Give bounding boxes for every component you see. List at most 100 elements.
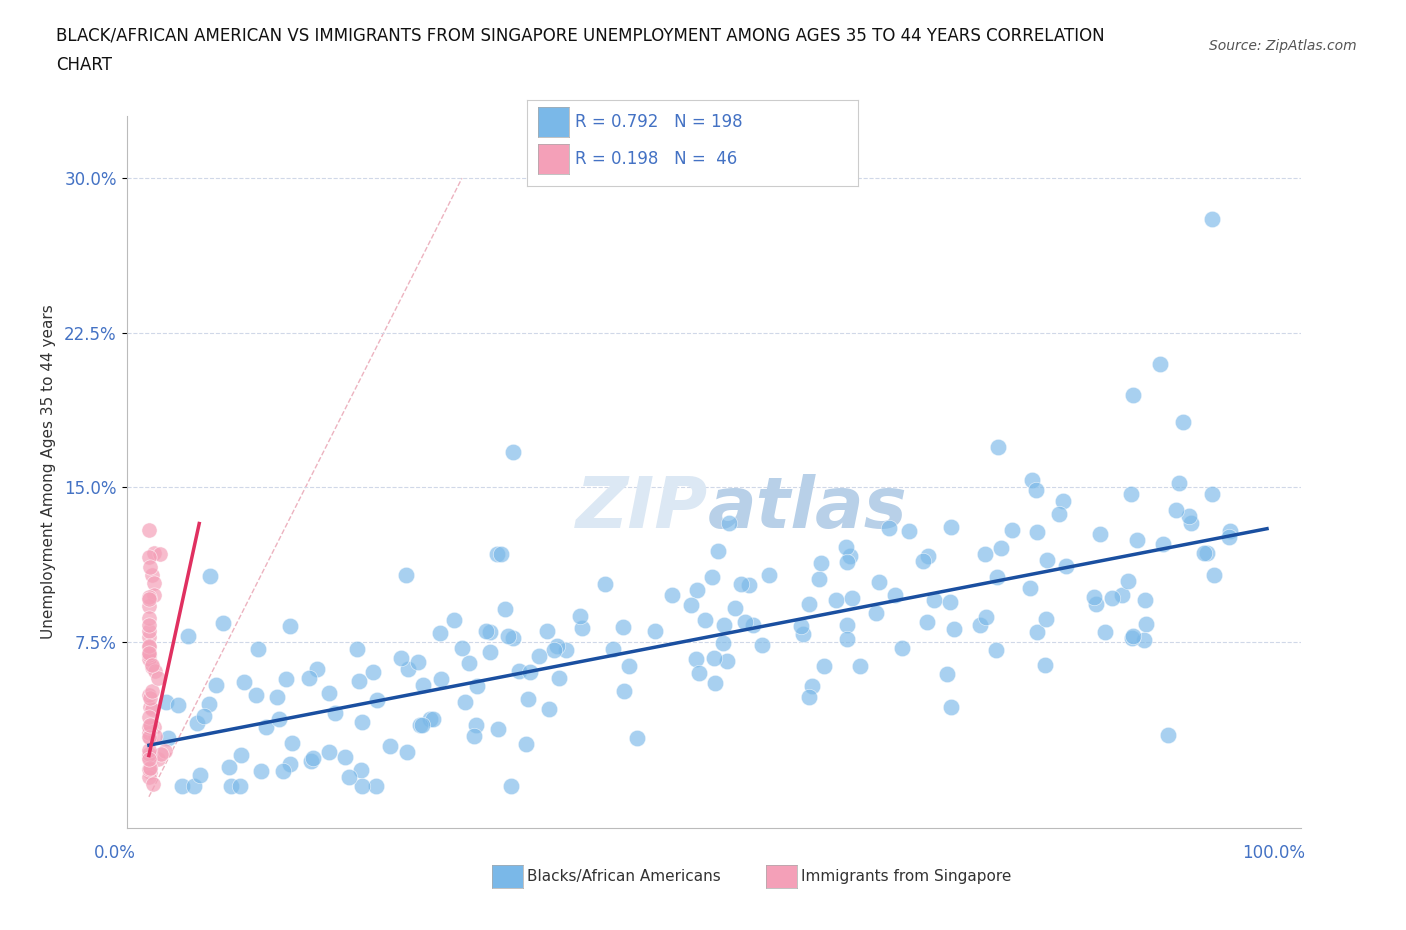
Point [458, 655, 481, 670]
Point [758, 567, 780, 582]
Point [278, 618, 301, 633]
Point [429, 625, 451, 640]
Point [138, 688, 160, 703]
Point [475, 623, 498, 638]
Point [515, 737, 537, 751]
Point [1122, 629, 1144, 644]
Point [299, 753, 322, 768]
Point [974, 547, 997, 562]
Y-axis label: Unemployment Among Ages 35 to 44 years: Unemployment Among Ages 35 to 44 years [41, 305, 56, 639]
Point [1094, 625, 1116, 640]
Point [409, 718, 432, 733]
Point [138, 624, 160, 639]
Point [138, 710, 160, 724]
Point [939, 520, 962, 535]
Point [142, 587, 165, 602]
Point [1116, 574, 1139, 589]
Point [1201, 486, 1223, 501]
Point [245, 687, 267, 702]
Point [1171, 415, 1194, 430]
Point [711, 635, 734, 650]
Point [835, 618, 858, 632]
Point [395, 567, 418, 582]
Point [186, 716, 208, 731]
Point [536, 623, 558, 638]
Point [266, 689, 288, 704]
Point [1101, 591, 1123, 605]
Point [571, 621, 593, 636]
Point [813, 658, 835, 673]
Point [808, 572, 831, 587]
Point [337, 769, 360, 784]
Point [986, 570, 1008, 585]
Point [138, 751, 160, 766]
Point [361, 665, 384, 680]
Point [1201, 212, 1223, 227]
Point [349, 763, 371, 777]
Point [139, 731, 162, 746]
Point [347, 673, 370, 688]
Text: R = 0.198   N =  46: R = 0.198 N = 46 [575, 150, 737, 168]
Point [941, 699, 963, 714]
Point [502, 631, 524, 645]
Text: Blacks/African Americans: Blacks/African Americans [527, 869, 721, 884]
Point [555, 643, 578, 658]
Point [1021, 472, 1043, 487]
Point [138, 645, 160, 660]
Point [737, 578, 759, 592]
Point [138, 610, 160, 625]
Point [695, 612, 717, 627]
Point [1019, 581, 1042, 596]
Point [142, 575, 165, 590]
Point [138, 729, 160, 744]
Point [1047, 507, 1070, 522]
Point [198, 697, 221, 711]
Point [1178, 509, 1201, 524]
Text: ZIP: ZIP [575, 473, 709, 542]
Point [868, 574, 890, 589]
Point [271, 764, 294, 778]
Point [969, 618, 991, 632]
Point [141, 658, 163, 672]
Point [1052, 494, 1074, 509]
Point [1192, 546, 1215, 561]
Point [943, 621, 966, 636]
Point [346, 642, 368, 657]
Point [1133, 632, 1156, 647]
Point [298, 671, 321, 685]
Point [723, 601, 745, 616]
Point [138, 725, 160, 740]
Point [205, 678, 228, 693]
Point [543, 643, 565, 658]
Point [396, 744, 419, 759]
Point [486, 547, 509, 562]
Point [138, 747, 160, 762]
Point [138, 764, 160, 779]
Point [792, 627, 814, 642]
Point [688, 665, 710, 680]
Point [707, 544, 730, 559]
Point [1197, 546, 1219, 561]
Point [685, 651, 707, 666]
Point [790, 619, 813, 634]
Point [1152, 537, 1174, 551]
Point [153, 743, 176, 758]
Point [422, 711, 444, 726]
Point [1033, 658, 1056, 672]
Point [617, 659, 640, 674]
Point [479, 644, 502, 659]
Point [148, 671, 170, 685]
Point [1025, 483, 1047, 498]
Point [138, 599, 160, 614]
Point [1133, 592, 1156, 607]
Point [218, 760, 240, 775]
Point [644, 624, 666, 639]
Point [1054, 559, 1077, 574]
Point [686, 582, 709, 597]
Point [613, 684, 636, 698]
Point [508, 663, 530, 678]
Point [138, 591, 160, 606]
Point [797, 689, 820, 704]
Point [465, 718, 488, 733]
Point [742, 618, 765, 632]
